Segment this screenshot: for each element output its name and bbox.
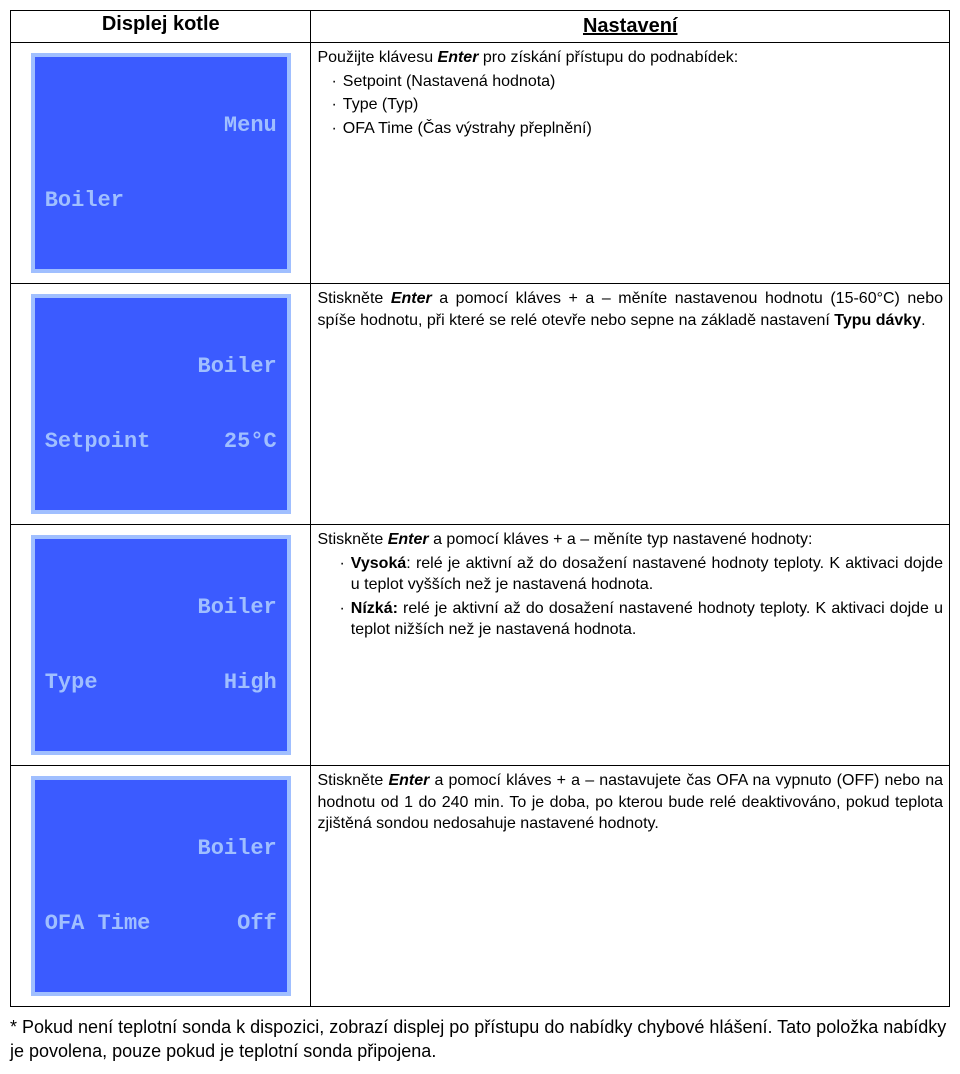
- list-item: · Vysoká: relé je aktivní až do dosažení…: [339, 553, 943, 596]
- list-item: · Nízká: relé je aktivní až do dosažení …: [339, 598, 943, 641]
- text-part: : relé je aktivní až do dosažení nastave…: [351, 555, 943, 594]
- text-part: Použijte klávesu: [317, 49, 437, 66]
- display-line2b: Off: [237, 911, 277, 936]
- text-part: relé je aktivní až do dosažení nastavené…: [351, 600, 943, 639]
- text-part: Stiskněte: [317, 531, 387, 548]
- header-right: Nastavení: [311, 11, 950, 43]
- footnote-text: * Pokud není teplotní sonda k dispozici,…: [10, 1015, 950, 1064]
- bullet-icon: ·: [331, 71, 336, 93]
- enter-key: Enter: [438, 49, 479, 66]
- boiler-display-type: Boiler Type High: [31, 535, 291, 755]
- row2-text: Stiskněte Enter a pomocí kláves + a – mě…: [317, 288, 943, 331]
- display-line2b: 25°C: [224, 429, 277, 454]
- row3-text: Stiskněte Enter a pomocí kláves + a – mě…: [317, 529, 943, 551]
- display-line2b: High: [224, 670, 277, 695]
- table-row: Boiler Setpoint 25°C Stiskněte Enter a p…: [11, 284, 950, 525]
- bold-term: Vysoká: [351, 555, 406, 572]
- text-part: a pomocí kláves + a – měníte typ nastave…: [429, 531, 813, 548]
- display-line1: Boiler: [45, 836, 277, 861]
- table-row: Boiler OFA Time Off Stiskněte Enter a po…: [11, 766, 950, 1007]
- row1-text: Použijte klávesu Enter pro získání příst…: [317, 47, 943, 69]
- settings-table: Displej kotle Nastavení Menu Boiler Použ…: [10, 10, 950, 1007]
- display-line1: Boiler: [45, 595, 277, 620]
- boiler-display-menu: Menu Boiler: [31, 53, 291, 273]
- display-line2a: Type: [45, 670, 98, 695]
- enter-key: Enter: [391, 290, 432, 307]
- bold-term: Nízká:: [351, 600, 398, 617]
- header-left: Displej kotle: [11, 11, 311, 43]
- display-line2a: Boiler: [45, 188, 124, 213]
- text-part: .: [921, 312, 925, 329]
- enter-key: Enter: [388, 772, 429, 789]
- bullet-icon: ·: [331, 94, 336, 116]
- bullet-text: Nízká: relé je aktivní až do dosažení na…: [351, 598, 943, 641]
- display-line1: Menu: [45, 113, 277, 138]
- bold-term: Typu dávky: [834, 312, 921, 329]
- table-row: Boiler Type High Stiskněte Enter a pomoc…: [11, 525, 950, 766]
- bullet-icon: ·: [339, 598, 344, 641]
- list-item: · OFA Time (Čas výstrahy přeplnění): [331, 118, 943, 140]
- bullet-text: Vysoká: relé je aktivní až do dosažení n…: [351, 553, 943, 596]
- bullet-icon: ·: [331, 118, 336, 140]
- text-part: pro získání přístupu do podnabídek:: [478, 49, 738, 66]
- bullet-icon: ·: [339, 553, 344, 596]
- text-part: Stiskněte: [317, 772, 388, 789]
- enter-key: Enter: [388, 531, 429, 548]
- display-line1: Boiler: [45, 354, 277, 379]
- row4-text: Stiskněte Enter a pomocí kláves + a – na…: [317, 770, 943, 835]
- bullet-text: OFA Time (Čas výstrahy přeplnění): [343, 118, 592, 140]
- bullet-text: Type (Typ): [343, 94, 419, 116]
- text-part: Stiskněte: [317, 290, 390, 307]
- boiler-display-setpoint: Boiler Setpoint 25°C: [31, 294, 291, 514]
- display-line2a: OFA Time: [45, 911, 151, 936]
- boiler-display-ofa: Boiler OFA Time Off: [31, 776, 291, 996]
- bullet-text: Setpoint (Nastavená hodnota): [343, 71, 556, 93]
- list-item: · Setpoint (Nastavená hodnota): [331, 71, 943, 93]
- list-item: · Type (Typ): [331, 94, 943, 116]
- display-line2a: Setpoint: [45, 429, 151, 454]
- table-row: Menu Boiler Použijte klávesu Enter pro z…: [11, 43, 950, 284]
